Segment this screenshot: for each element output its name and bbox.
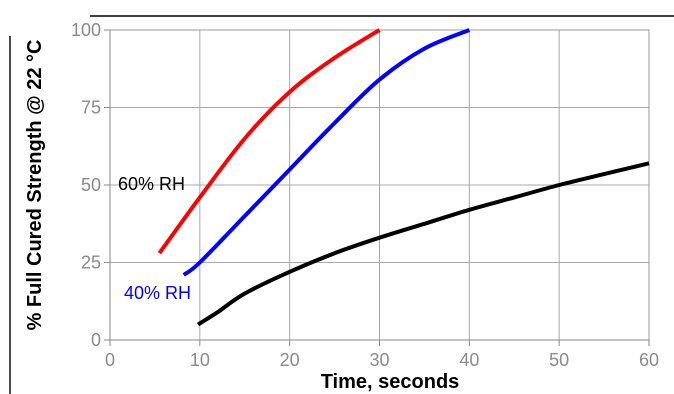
series-layer [157, 28, 650, 327]
annotations: 60% RH 40% RH [118, 174, 191, 303]
x-tick-label: 10 [190, 350, 210, 370]
series-line-40-rh [182, 28, 471, 277]
x-axis-title: Time, seconds [321, 371, 460, 393]
series-line-third [196, 161, 650, 327]
x-tick-label: 20 [280, 350, 300, 370]
label-60-rh: 60% RH [118, 174, 185, 194]
x-tick-label: 60 [639, 350, 659, 370]
y-tick-label: 50 [81, 175, 101, 195]
x-tick-label: 40 [459, 350, 479, 370]
plot-frame [9, 15, 674, 394]
y-tick-label: 25 [81, 253, 101, 273]
y-tick-label: 0 [91, 330, 101, 350]
ticks: 0 10 20 30 40 50 60 0 25 50 75 100 [71, 20, 659, 370]
y-tick-label: 100 [71, 20, 101, 40]
series-line-60-rh [157, 28, 381, 255]
x-tick-label: 0 [105, 350, 115, 370]
label-40-rh: 40% RH [124, 283, 191, 303]
y-tick-label: 75 [81, 98, 101, 118]
x-tick-label: 30 [369, 350, 389, 370]
x-tick-label: 50 [549, 350, 569, 370]
y-axis-title: % Full Cured Strength @ 22 °C [24, 40, 46, 331]
